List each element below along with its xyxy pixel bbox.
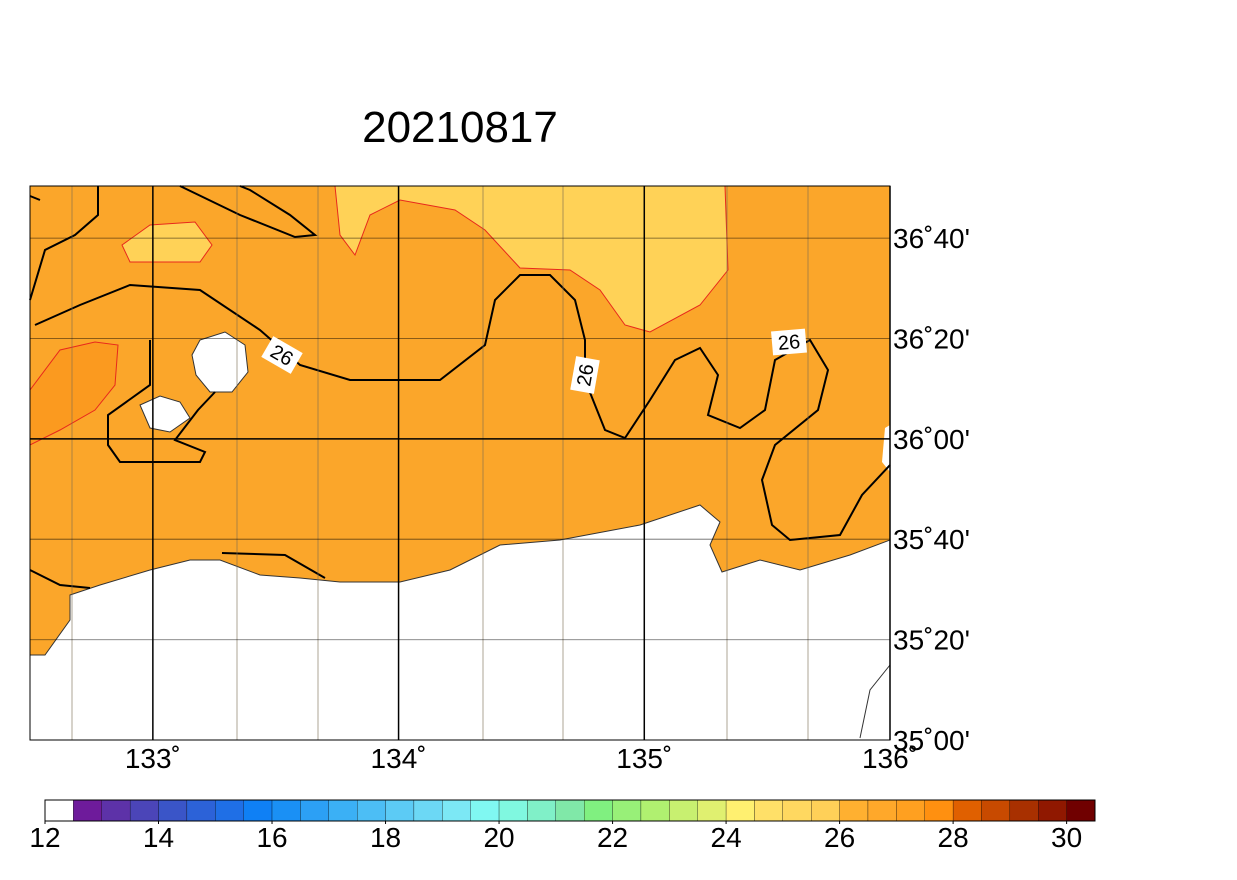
contour-label-text: 26	[777, 331, 801, 355]
map-area: 26 26 26	[29, 185, 891, 741]
colorbar-box	[1038, 799, 1067, 822]
colorbar-box	[725, 799, 755, 822]
colorbar-label: 12	[29, 822, 60, 853]
colorbar-box	[357, 799, 386, 822]
y-tick-label: 35˚20'	[893, 625, 970, 656]
y-tick-label: 35˚40'	[893, 524, 970, 555]
colorbar-box	[839, 799, 869, 822]
colorbar-label: 22	[597, 822, 628, 853]
x-tick-label: 133˚	[125, 743, 181, 774]
colorbar-box	[640, 799, 670, 822]
map-frame	[29, 185, 891, 741]
y-tick-label: 36˚40'	[893, 223, 970, 254]
colorbar-box	[413, 799, 443, 822]
colorbar-label: 18	[370, 822, 401, 853]
colorbar-box	[215, 799, 244, 822]
colorbar-box	[669, 799, 698, 822]
contour-line	[29, 186, 99, 301]
x-tick-label: 135˚	[616, 743, 672, 774]
contour-line	[29, 552, 326, 589]
colorbar-box	[1066, 799, 1096, 822]
land	[29, 504, 891, 741]
colorbar-label: 20	[483, 822, 514, 853]
colorbar-frame	[44, 799, 1096, 822]
colorbar-box	[924, 799, 954, 822]
contours	[29, 185, 891, 589]
colorbar-box	[952, 799, 982, 822]
colorbar: 12 14 16 18 20 22 24 26 28 30	[29, 799, 1096, 853]
colorbar-box	[44, 799, 74, 822]
y-tick-label: 36˚00'	[893, 424, 970, 455]
colorbar-box	[527, 799, 556, 822]
colorbar-box	[385, 799, 415, 822]
colorbar-box	[101, 799, 131, 822]
colorbar-box	[498, 799, 528, 822]
map-title: 20210817	[362, 103, 558, 152]
colorbar-label: 26	[824, 822, 855, 853]
colorbar-box	[981, 799, 1011, 822]
colorbar-box	[243, 799, 273, 822]
contour-label-box	[771, 328, 807, 356]
colorbar-box	[867, 799, 897, 822]
y-tick-label: 36˚20'	[893, 324, 970, 355]
land	[882, 425, 890, 472]
colorbar-box	[1009, 799, 1039, 822]
colorbar-box	[300, 799, 329, 822]
colorbar-box	[328, 799, 358, 822]
contour-line	[179, 185, 318, 239]
colorbar-box	[697, 799, 727, 822]
colorbar-box	[442, 799, 471, 822]
contour-label: 26	[771, 328, 807, 356]
colorbar-box	[555, 799, 585, 822]
contour-label-box	[570, 356, 600, 394]
contour-label-box	[261, 336, 303, 374]
minor-grid	[71, 186, 809, 740]
x-tick-label: 136˚	[862, 743, 918, 774]
colorbar-label: 24	[711, 822, 742, 853]
colorbar-box	[612, 799, 642, 822]
contour-label-text: 26	[573, 362, 599, 388]
island	[191, 331, 249, 393]
colorbar-box	[73, 799, 102, 822]
colorbar-box	[896, 799, 925, 822]
colorbar-box	[754, 799, 783, 822]
colorbar-label: 14	[143, 822, 174, 853]
contour-line	[34, 274, 891, 542]
contour-label: 26	[570, 356, 600, 394]
colorbar-box	[186, 799, 216, 822]
colorbar-label: 16	[256, 822, 287, 853]
colorbar-label: 30	[1051, 822, 1082, 853]
warm-region	[334, 185, 729, 333]
colorbar-box	[129, 799, 159, 822]
colorbar-box	[158, 799, 188, 822]
colorbar-box	[811, 799, 840, 822]
colorbar-label: 28	[938, 822, 969, 853]
coastline	[859, 664, 891, 739]
tick-labels: 133˚ 134˚ 135˚ 136˚35˚00' 35˚20' 35˚40' 36˚00'…	[125, 223, 970, 774]
warm-region	[121, 221, 213, 263]
colorbar-box	[470, 799, 500, 822]
y-tick-label: 35˚00'	[893, 725, 970, 756]
colorbar-box	[271, 799, 301, 822]
contour-line	[107, 340, 216, 463]
colorbar-box	[782, 799, 812, 822]
x-tick-label: 134˚	[371, 743, 427, 774]
colorbar-box	[584, 799, 613, 822]
